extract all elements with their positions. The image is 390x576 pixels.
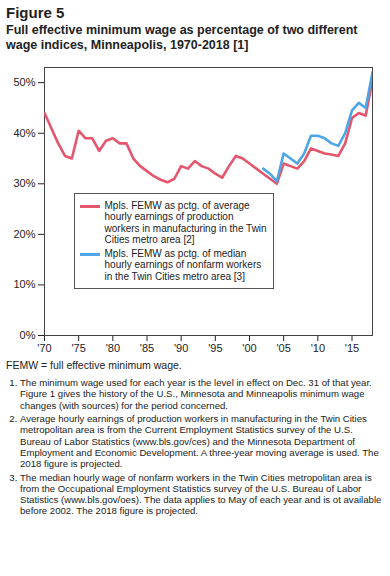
svg-text:'85: '85 bbox=[140, 342, 154, 354]
html-text:The median hourly wage of nonf: The median hourly wage of nonfarm worker… bbox=[20, 471, 382, 517]
svg-text:0%: 0% bbox=[20, 329, 36, 341]
svg-text:'05: '05 bbox=[276, 342, 290, 354]
html-text:Mpls. FEMW as pctg. of median: Mpls. FEMW as pctg. of median hourly ear… bbox=[104, 248, 262, 282]
html-text:Mpls. FEMW as pctg. of average: Mpls. FEMW as pctg. of average hourly ea… bbox=[104, 200, 267, 246]
html-text:Full effective minimum wage as: Full effective minimum wage as percentag… bbox=[6, 23, 358, 52]
svg-text:'80: '80 bbox=[106, 342, 120, 354]
svg-text:'95: '95 bbox=[208, 342, 222, 354]
svg-text:'70: '70 bbox=[37, 342, 51, 354]
svg-text:40%: 40% bbox=[13, 127, 35, 139]
svg-text:'90: '90 bbox=[174, 342, 188, 354]
svg-text:'75: '75 bbox=[71, 342, 85, 354]
svg-text:50%: 50% bbox=[13, 76, 35, 88]
svg-text:30%: 30% bbox=[13, 177, 35, 189]
html-text:FEMW = full effective minimum: FEMW = full effective minimum wage. bbox=[6, 359, 182, 371]
html-text:The minimum wage used for each: The minimum wage used for each year is t… bbox=[20, 377, 372, 411]
svg-text:'10: '10 bbox=[311, 342, 325, 354]
html-text:Average hourly earnings of pro: Average hourly earnings of production wo… bbox=[20, 412, 379, 470]
html-text:Figure 5: Figure 5 bbox=[6, 4, 65, 21]
svg-text:'00: '00 bbox=[242, 342, 256, 354]
svg-text:10%: 10% bbox=[13, 278, 35, 290]
svg-text:'15: '15 bbox=[345, 342, 359, 354]
svg-text:20%: 20% bbox=[13, 228, 35, 240]
